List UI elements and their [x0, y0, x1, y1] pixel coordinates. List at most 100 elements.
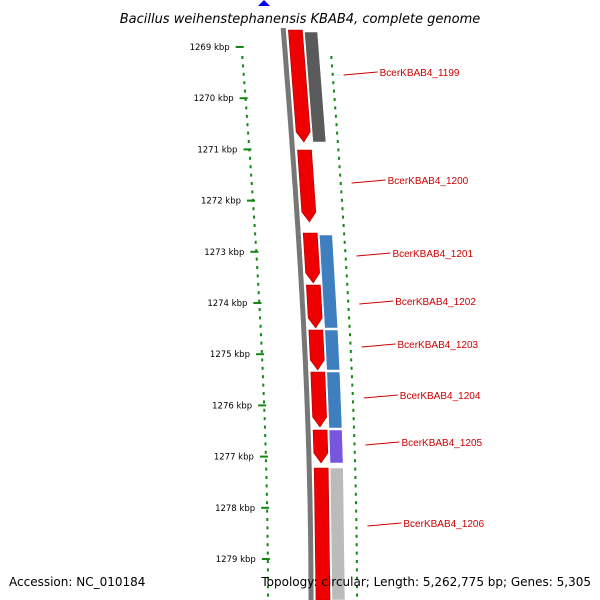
ruler-dot: [253, 215, 256, 219]
outer-dot: [336, 140, 339, 143]
outer-dot: [348, 333, 351, 337]
ruler-dot: [258, 308, 261, 311]
ruler-dot: [264, 434, 267, 437]
outer-dot: [353, 442, 356, 446]
outer-dot: [350, 358, 353, 362]
ruler-dot: [255, 257, 258, 261]
outer-dot: [339, 182, 342, 185]
gene-label: BcerKBAB4_1201: [392, 249, 473, 260]
blast-hit-track: [304, 31, 346, 600]
gene-label: BcerKBAB4_1203: [398, 340, 479, 351]
ruler-dot: [242, 72, 245, 76]
outer-dot: [355, 585, 358, 589]
outer-dot: [335, 123, 338, 127]
outer-dot: [338, 165, 341, 169]
ruler-dot: [264, 450, 267, 454]
ruler-tick-label: 1277 kbp: [214, 453, 254, 463]
backbone-line: [280, 27, 314, 600]
cds-arrow: [308, 329, 325, 371]
ruler-dot: [266, 585, 269, 589]
outer-dot: [355, 526, 358, 530]
outer-dot: [347, 308, 350, 311]
ruler-dot: [245, 106, 248, 110]
ruler-dot: [262, 392, 265, 395]
outer-dot: [334, 106, 337, 110]
outer-dot: [331, 64, 334, 68]
cds-arrow: [313, 467, 331, 600]
outer-dot: [349, 341, 352, 345]
blast-hit-block: [326, 371, 343, 429]
ruler-dot: [266, 576, 269, 580]
position-ruler: 1269 kbp 1270 kbp 1271 kbp 1272 kbp 1273 kbp…: [190, 43, 358, 597]
ruler-dot: [266, 501, 269, 505]
outer-dot: [337, 148, 340, 152]
blast-hit-block: [328, 429, 344, 464]
ruler-dot: [266, 534, 269, 538]
ruler-dot: [265, 492, 268, 496]
ruler-dot: [254, 232, 257, 236]
ruler-dot: [265, 467, 268, 471]
ruler-dot: [250, 182, 253, 185]
outer-dot: [342, 224, 345, 227]
ruler-dot: [261, 366, 264, 370]
ruler-dot: [247, 131, 250, 135]
ruler-dot: [248, 156, 251, 160]
outer-dot: [351, 400, 354, 404]
outer-dot: [344, 257, 347, 261]
outer-dot: [354, 467, 357, 471]
gene-label-group: BcerKBAB4_1199 BcerKBAB4_1200 BcerKBAB4_12…: [343, 68, 484, 530]
outer-dot: [332, 81, 335, 85]
outer-dot: [345, 274, 348, 278]
cds-arrow: [310, 371, 327, 428]
gene-label-leader: [363, 394, 398, 399]
cds-arrow: [312, 429, 329, 464]
outer-dot: [337, 156, 340, 160]
outer-dot: [355, 518, 358, 521]
ruler-dot: [264, 459, 267, 463]
ruler-dot: [243, 81, 246, 85]
cds-arrow: [306, 284, 323, 329]
gene-label-leader: [359, 300, 394, 305]
outer-dot: [354, 484, 357, 488]
outer-dot: [345, 266, 348, 269]
blast-hit-block: [329, 467, 346, 600]
ruler-dot: [244, 98, 247, 101]
ruler-dot: [242, 64, 245, 68]
ruler-dot: [260, 350, 263, 353]
topology-summary: Topology: circular; Length: 5,262,775 bp…: [261, 575, 591, 589]
gene-label: BcerKBAB4_1202: [395, 297, 476, 308]
ruler-dot: [251, 198, 254, 202]
ruler-dot: [241, 56, 244, 59]
outer-dot: [355, 593, 358, 597]
ruler-tick-label: 1272 kbp: [201, 197, 241, 207]
outer-dot: [341, 207, 344, 211]
outer-dot: [344, 249, 347, 253]
ruler-dot: [266, 560, 269, 563]
gene-label: BcerKBAB4_1205: [401, 438, 482, 449]
cds-arrow: [302, 232, 320, 284]
ruler-dot: [254, 240, 257, 244]
outer-dot: [350, 366, 353, 370]
cds-arrow: [297, 149, 317, 223]
outer-dot: [339, 173, 342, 177]
blast-hit-block: [304, 31, 327, 143]
outer-dot: [354, 492, 357, 496]
outer-dot: [347, 299, 350, 303]
outer-dot: [349, 350, 352, 353]
ruler-dot: [266, 568, 269, 572]
ruler-dot: [255, 249, 258, 253]
outer-dot: [342, 215, 345, 219]
ruler-dot: [251, 190, 254, 194]
ruler-tick-label: 1271 kbp: [197, 145, 237, 155]
ruler-tick-label: 1274 kbp: [207, 299, 247, 309]
ruler-dot: [265, 484, 268, 488]
outer-dot: [348, 316, 351, 320]
gene-label-leader: [367, 522, 402, 527]
outer-dot: [351, 383, 354, 387]
start-marker-icon: [258, 0, 270, 6]
gene-label-leader: [343, 71, 378, 76]
outer-dot: [353, 459, 356, 463]
ruler-dot: [263, 425, 266, 429]
ruler-tick-label: 1270 kbp: [194, 94, 234, 104]
